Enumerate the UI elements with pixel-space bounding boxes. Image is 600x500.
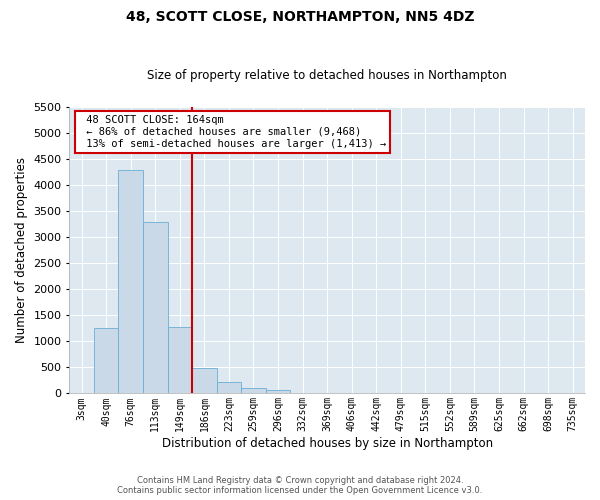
Bar <box>217 382 241 394</box>
Bar <box>167 326 192 394</box>
Y-axis label: Number of detached properties: Number of detached properties <box>15 157 28 343</box>
Text: Contains HM Land Registry data © Crown copyright and database right 2024.
Contai: Contains HM Land Registry data © Crown c… <box>118 476 482 495</box>
Bar <box>241 388 266 394</box>
Title: Size of property relative to detached houses in Northampton: Size of property relative to detached ho… <box>147 69 507 82</box>
Bar <box>192 368 217 394</box>
Bar <box>118 170 143 394</box>
Text: 48, SCOTT CLOSE, NORTHAMPTON, NN5 4DZ: 48, SCOTT CLOSE, NORTHAMPTON, NN5 4DZ <box>126 10 474 24</box>
Bar <box>266 390 290 394</box>
Bar <box>143 222 167 394</box>
Bar <box>94 328 118 394</box>
X-axis label: Distribution of detached houses by size in Northampton: Distribution of detached houses by size … <box>161 437 493 450</box>
Text: 48 SCOTT CLOSE: 164sqm
 ← 86% of detached houses are smaller (9,468)
 13% of sem: 48 SCOTT CLOSE: 164sqm ← 86% of detached… <box>80 116 386 148</box>
